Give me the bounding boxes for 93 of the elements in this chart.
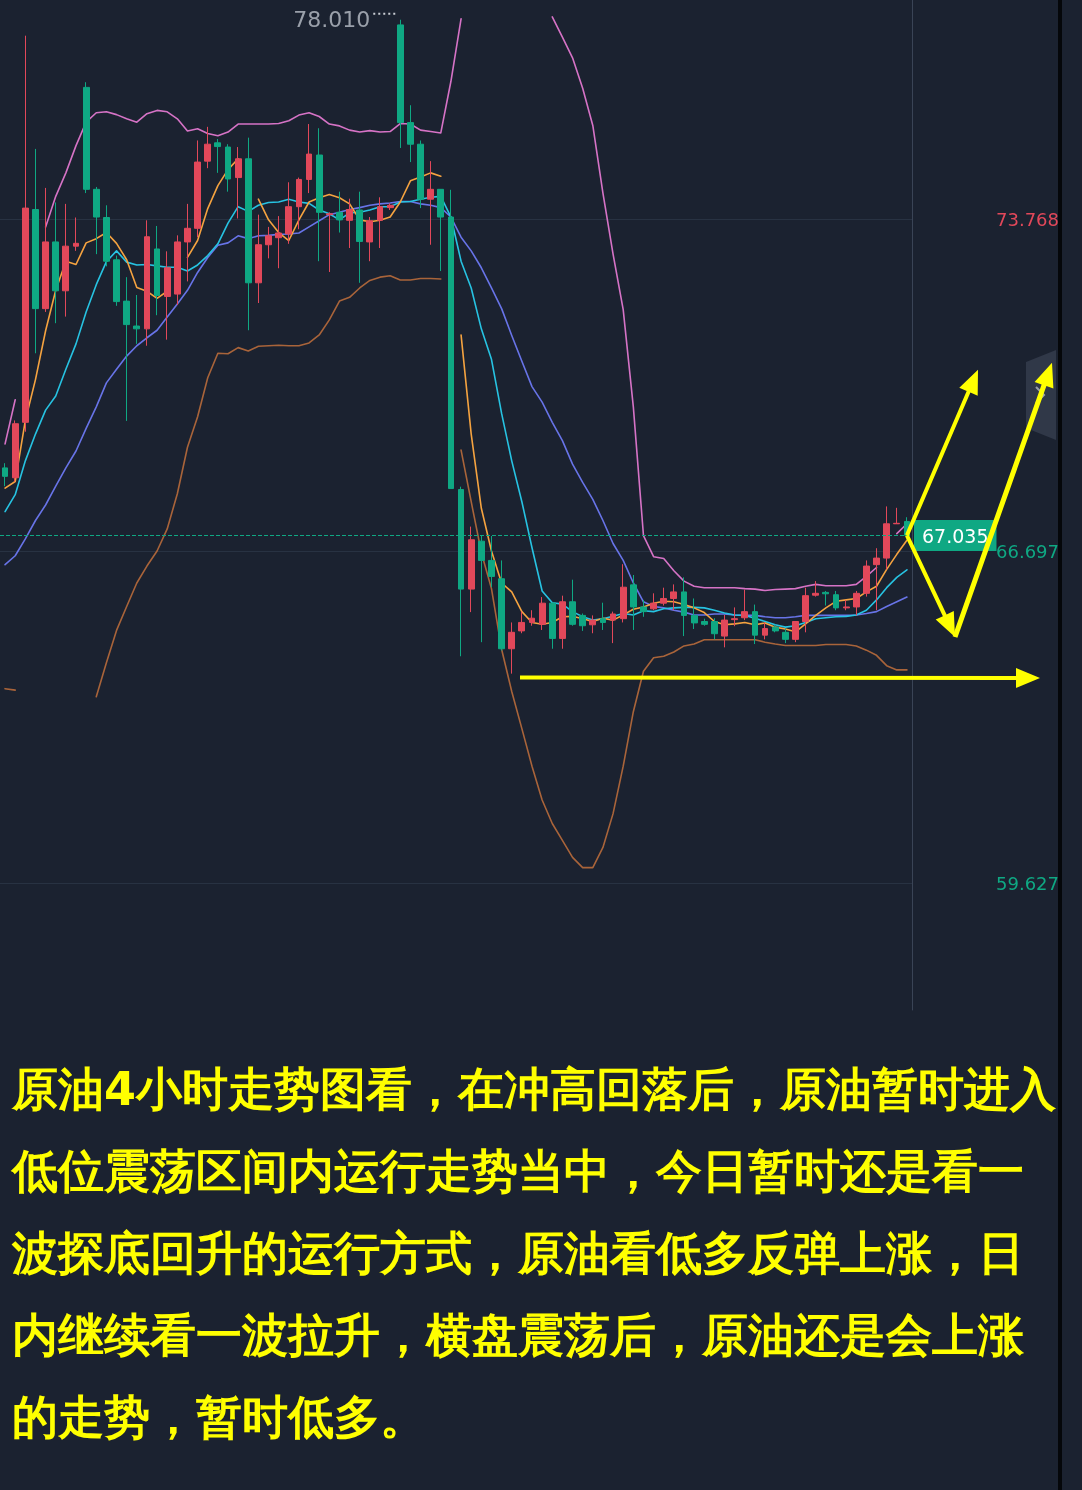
candlestick — [42, 187, 49, 313]
candlestick — [164, 250, 171, 341]
candlestick — [701, 618, 708, 627]
candlestick — [235, 146, 242, 219]
candlestick — [275, 215, 282, 269]
candlestick — [12, 419, 19, 483]
candlestick — [518, 611, 525, 634]
candlestick — [306, 123, 312, 194]
candlestick — [762, 621, 768, 640]
candlestick — [681, 576, 687, 637]
candlestick — [296, 177, 302, 230]
candlestick — [83, 81, 90, 194]
candlestick — [225, 143, 231, 193]
candlestick — [346, 198, 353, 249]
candlestick — [822, 590, 829, 607]
candlestick — [711, 617, 718, 640]
candlestick — [103, 204, 110, 267]
candlestick — [154, 225, 160, 316]
y-tick-label: 66.697 — [996, 540, 1059, 562]
candlestick — [93, 186, 100, 255]
candlestick — [549, 602, 556, 650]
candlestick — [316, 127, 323, 262]
candlestick — [448, 189, 454, 490]
candlestick — [22, 35, 29, 433]
candlestick — [285, 181, 292, 245]
candlestick — [792, 621, 799, 643]
candlestick — [468, 526, 475, 613]
candlestick — [356, 191, 363, 284]
candlestick — [204, 126, 211, 169]
text: 原油4小时走势图看，在冲高回落后，原油暂时进入低位震荡区间内运行走势当中，今日暂时还是看一波探底回升的运行方式，原油看低多反弹上涨，日内继续看一波拉升，横盘震荡后，原油还是会上涨的走势，暂时低多。 — [12, 1061, 1057, 1446]
candlestick — [782, 628, 789, 644]
candlestick — [873, 547, 880, 611]
candlestick — [691, 597, 698, 630]
candlestick — [630, 574, 637, 631]
candlestick — [843, 599, 850, 611]
candlestick — [539, 596, 546, 631]
candlestick — [579, 613, 586, 632]
candlestick — [863, 559, 870, 598]
candlestick — [670, 583, 677, 611]
candlestick — [853, 590, 860, 616]
candlestick — [893, 507, 900, 525]
candlestick — [377, 196, 383, 249]
candlestick — [589, 614, 596, 634]
candlestick — [194, 139, 201, 238]
candlestick — [772, 624, 779, 633]
candlestick — [133, 294, 140, 345]
candlestick — [144, 219, 150, 347]
y-tick-label: 73.768 — [996, 208, 1059, 230]
candlestick — [174, 234, 181, 306]
candlestick — [529, 609, 535, 627]
candlestick — [802, 587, 809, 633]
candlestick — [123, 276, 130, 422]
candlestick — [113, 255, 120, 307]
candlestick — [883, 505, 890, 570]
candlestick — [397, 19, 404, 149]
y-tick-label: 59.627 — [996, 872, 1059, 894]
candlestick — [498, 559, 505, 652]
candlestick — [32, 148, 39, 354]
candlestick — [214, 138, 221, 174]
candlestick — [569, 579, 576, 627]
candlestick — [752, 604, 758, 645]
candlestick — [417, 139, 424, 209]
candlestick — [366, 216, 373, 262]
candlestick — [600, 602, 606, 631]
candlestick — [255, 214, 262, 304]
candlestick — [812, 580, 819, 598]
candlestick — [488, 535, 495, 588]
ref-line-label: 67.035 — [922, 524, 989, 547]
candlestick — [326, 211, 333, 273]
candlestick — [73, 217, 79, 252]
candlestick — [640, 599, 647, 618]
candlestick — [2, 462, 8, 487]
candlestick — [660, 587, 667, 607]
candlestick — [721, 614, 728, 648]
candlestick — [245, 137, 252, 331]
candlestick — [559, 595, 566, 650]
candlestick — [427, 160, 434, 246]
candlestick — [52, 201, 59, 324]
candlestick — [184, 203, 191, 282]
candlestick — [610, 611, 616, 644]
candlestick — [62, 203, 69, 318]
candlestick — [265, 226, 272, 259]
candlestick — [336, 191, 343, 234]
annotation: 78.010 — [293, 7, 371, 33]
candlestick — [437, 188, 444, 272]
candlestick — [833, 590, 839, 611]
candlestick — [741, 589, 748, 621]
candlestick — [407, 104, 414, 163]
candlestick — [387, 202, 394, 211]
candlestick — [620, 563, 627, 623]
candlestick — [508, 621, 515, 675]
candlestick — [731, 606, 738, 627]
candlestick — [650, 592, 657, 611]
